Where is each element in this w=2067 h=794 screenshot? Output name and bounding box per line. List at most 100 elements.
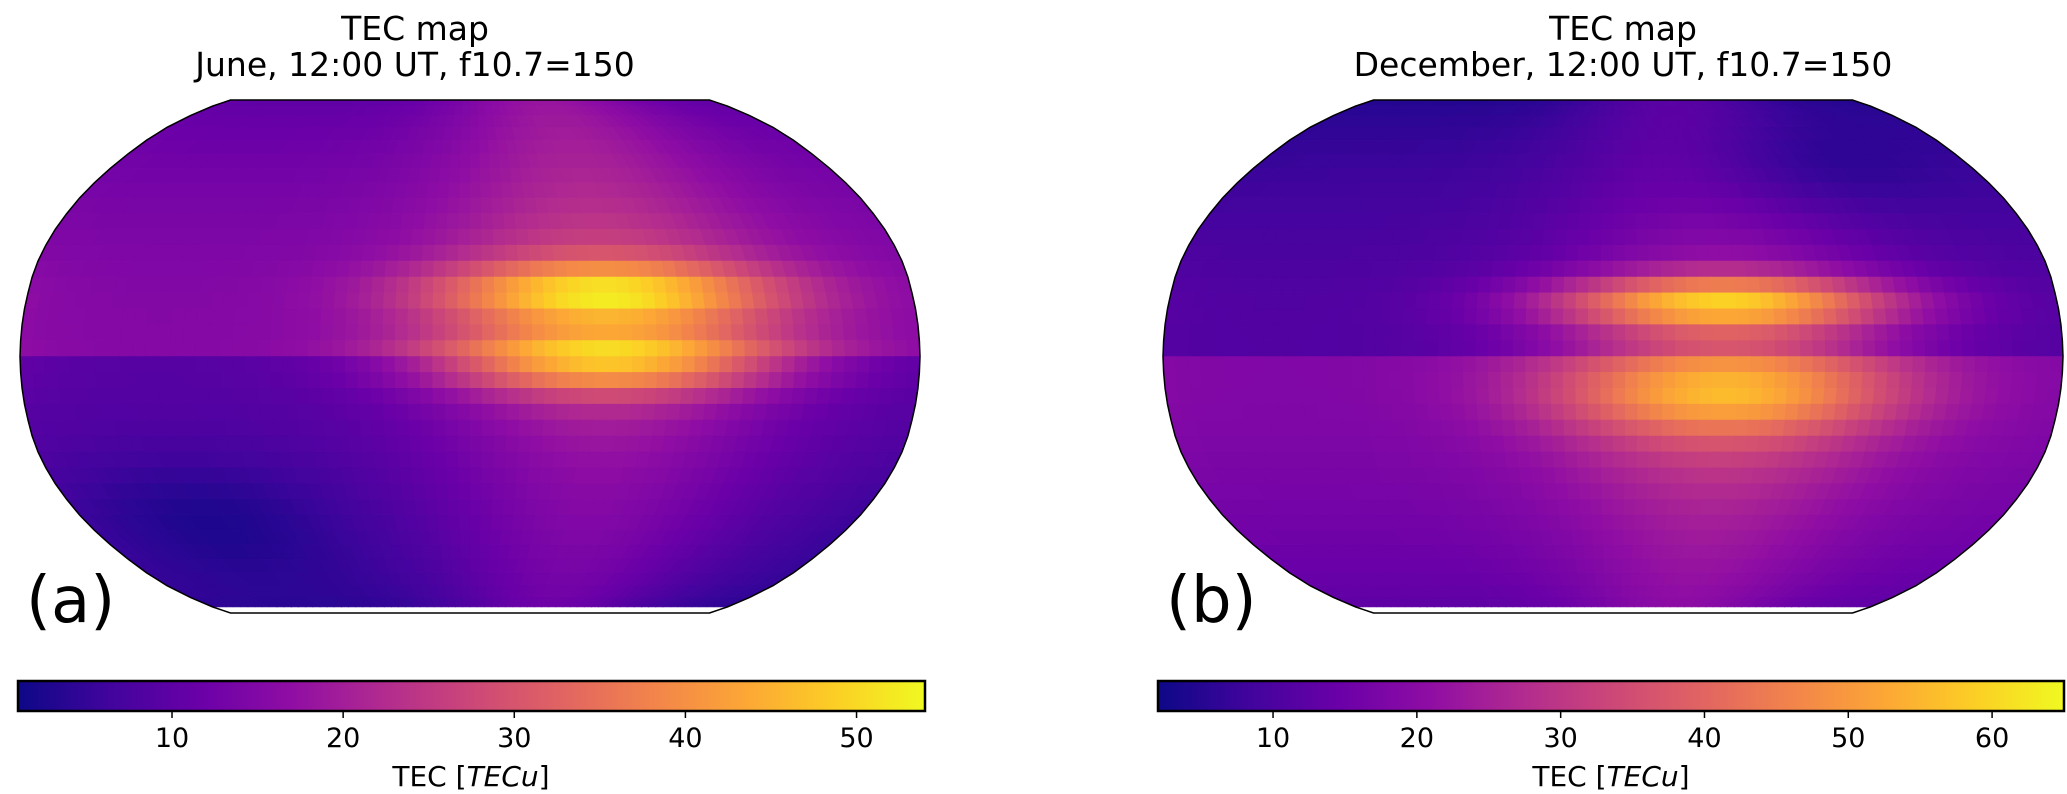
heat-cell	[1402, 292, 1417, 310]
heat-cell	[655, 387, 670, 405]
heat-cell	[311, 260, 327, 278]
heat-cell	[469, 105, 479, 116]
heat-cell	[1589, 213, 1603, 230]
heat-cell	[555, 403, 570, 421]
heat-cell	[32, 340, 46, 357]
heat-cell	[618, 308, 633, 326]
heat-cell	[755, 324, 770, 341]
heat-cell	[1576, 435, 1590, 453]
heat-cell	[1624, 419, 1638, 437]
heat-cell	[1487, 340, 1502, 357]
heat-cell	[1579, 499, 1592, 516]
heat-cell	[1537, 340, 1551, 357]
tec-map	[1162, 99, 2064, 614]
heat-cell	[429, 153, 442, 169]
heat-cell	[357, 324, 371, 341]
heat-cell	[1577, 467, 1591, 485]
heat-cell	[1675, 340, 1689, 357]
heat-cell	[1425, 324, 1440, 341]
heat-cell	[432, 308, 446, 326]
heat-cell	[506, 403, 520, 421]
heat-cell	[867, 324, 883, 341]
heat-cell	[1861, 324, 1876, 341]
panel-label: (a)	[26, 564, 115, 638]
heat-cell	[1526, 403, 1540, 421]
heat-cell	[422, 229, 436, 246]
heat-cell	[185, 403, 201, 421]
colorbar-tick-label: 20	[326, 723, 360, 754]
heat-cell	[469, 435, 483, 453]
heat-cell	[1491, 260, 1506, 278]
heat-cell	[283, 308, 298, 326]
heat-cell	[1162, 340, 1177, 357]
heat-cell	[1699, 308, 1713, 326]
heat-cell	[1601, 182, 1614, 199]
heat-cell	[565, 435, 580, 453]
heat-cell	[361, 451, 377, 469]
heat-cell	[432, 324, 446, 341]
heat-cell	[603, 419, 618, 437]
heat-cell	[1225, 324, 1241, 341]
heat-cell	[1835, 387, 1850, 405]
heat-cell	[1580, 514, 1593, 531]
heat-cell	[1518, 467, 1533, 485]
heat-cell	[420, 403, 434, 421]
heat-cell	[469, 292, 483, 310]
heat-cell	[568, 387, 583, 405]
heat-cell	[568, 308, 583, 326]
heat-cell	[793, 324, 808, 341]
heat-cell	[1870, 292, 1886, 310]
heat-cell	[1601, 483, 1614, 500]
heat-cell	[1695, 451, 1710, 469]
heat-cell	[197, 292, 213, 310]
map-title: TEC map	[1548, 9, 1697, 48]
heat-cell	[567, 292, 582, 310]
heat-cell	[1225, 356, 1239, 373]
heat-cell	[95, 372, 110, 389]
heat-cell	[906, 340, 921, 357]
heat-cell	[1782, 419, 1798, 437]
heat-cell	[502, 499, 516, 516]
heat-cell	[1656, 197, 1670, 214]
heat-cell	[458, 197, 471, 214]
heat-cell	[1566, 483, 1580, 500]
heat-cell	[1275, 340, 1289, 357]
heat-cell	[544, 372, 558, 389]
heat-cell	[469, 115, 479, 128]
heat-cell	[433, 435, 447, 453]
heat-cell	[170, 324, 185, 341]
heat-cell	[1530, 229, 1545, 246]
heat-cell	[1478, 435, 1494, 453]
heat-cell	[715, 292, 731, 310]
heat-cell	[1624, 403, 1639, 421]
heat-cell	[257, 356, 271, 373]
heat-cell	[1350, 340, 1364, 357]
heat-cell	[1637, 308, 1651, 326]
heat-cell	[182, 372, 197, 389]
heat-cell	[727, 292, 743, 310]
heat-cell	[627, 276, 643, 294]
heat-cell	[1600, 467, 1614, 485]
heat-cell	[332, 340, 346, 357]
heat-cell	[457, 419, 471, 437]
heat-cell	[1175, 372, 1191, 389]
heat-cell	[1649, 372, 1664, 389]
heat-cell	[1785, 387, 1800, 405]
heat-cell	[532, 356, 546, 373]
heat-cell	[1200, 324, 1216, 341]
heat-cell	[382, 324, 396, 341]
heat-cell	[1451, 403, 1467, 421]
heat-cell	[1350, 324, 1365, 341]
heat-cell	[693, 324, 708, 341]
heat-cell	[1550, 403, 1565, 421]
heat-cell	[385, 244, 400, 262]
heat-cell	[434, 467, 448, 485]
heat-cell	[1589, 105, 1600, 116]
heat-cell	[1276, 387, 1292, 405]
heat-cell	[1624, 467, 1637, 485]
heat-cell	[1414, 403, 1430, 421]
heat-cell	[791, 387, 807, 405]
heat-cell	[1708, 435, 1723, 453]
heat-cell	[1526, 292, 1540, 310]
heat-cell	[1188, 372, 1203, 389]
